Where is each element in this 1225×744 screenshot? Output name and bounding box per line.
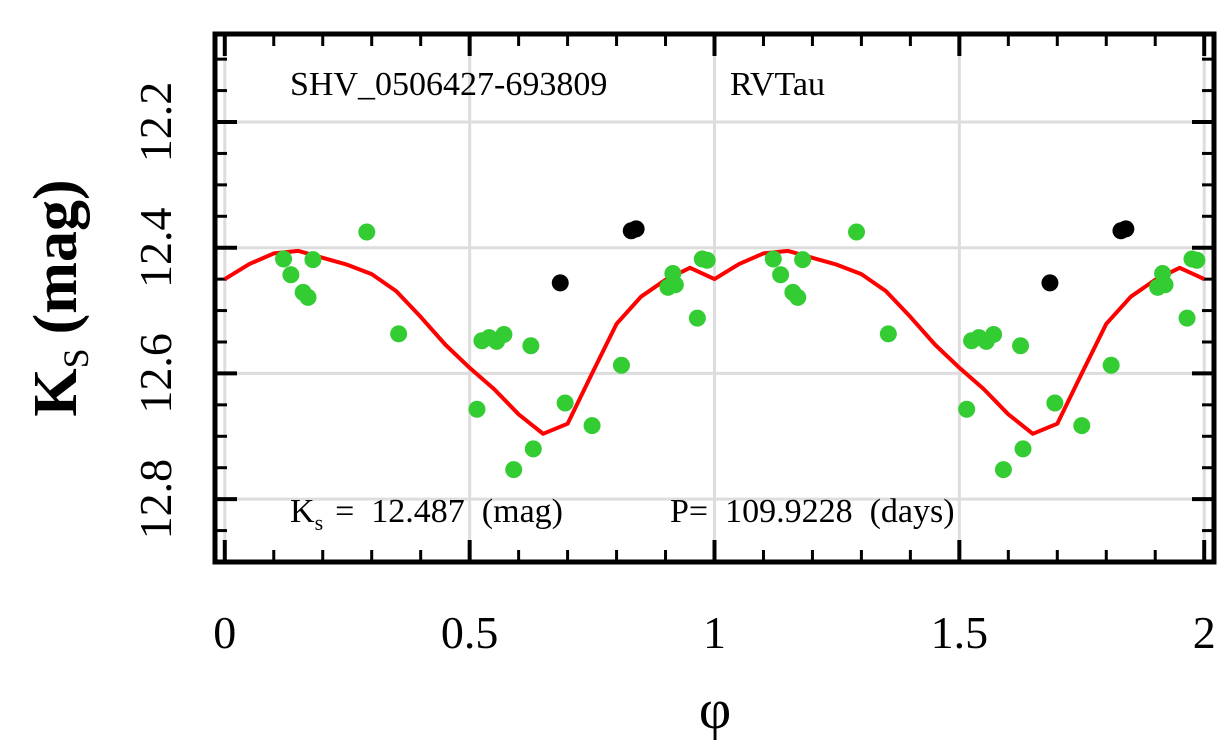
y-axis-symbol: K bbox=[22, 368, 90, 416]
data-point bbox=[275, 250, 293, 268]
excluded-point bbox=[1117, 220, 1135, 238]
data-point bbox=[1073, 417, 1091, 435]
data-point bbox=[299, 288, 317, 306]
data-point bbox=[698, 251, 716, 269]
data-point bbox=[583, 417, 601, 435]
data-point bbox=[958, 400, 976, 418]
data-point bbox=[789, 288, 807, 306]
mean-magnitude-annotation: Ks = 12.487 (mag) bbox=[290, 493, 563, 535]
data-point bbox=[994, 461, 1012, 479]
star-id-label: SHV_0506427-693809 bbox=[290, 66, 607, 103]
excluded-point bbox=[1041, 274, 1059, 292]
x-tick-labels: 0 0.5 1 1.5 2 bbox=[213, 607, 1215, 658]
data-point bbox=[764, 250, 782, 268]
data-point bbox=[524, 440, 542, 458]
ks-symbol: K bbox=[290, 493, 315, 530]
fit-curve-layer bbox=[223, 248, 1206, 436]
data-points-layer bbox=[275, 220, 1206, 479]
data-point bbox=[390, 325, 408, 343]
x-tick-label: 2 bbox=[1193, 607, 1216, 658]
period-annotation: P= 109.9228 (days) bbox=[670, 493, 955, 530]
x-tick-label: 0 bbox=[213, 607, 236, 658]
data-point bbox=[556, 394, 574, 412]
data-point bbox=[772, 266, 790, 284]
data-point bbox=[495, 325, 513, 343]
data-point bbox=[358, 223, 376, 241]
data-point bbox=[1102, 356, 1120, 374]
data-point bbox=[304, 251, 322, 269]
data-point bbox=[879, 325, 897, 343]
data-point bbox=[666, 276, 684, 294]
variable-type-label: RVTau bbox=[730, 66, 825, 103]
data-point bbox=[522, 337, 540, 355]
y-axis-title: KS (mag) bbox=[22, 179, 96, 416]
data-point bbox=[1188, 251, 1206, 269]
y-axis-unit: (mag) bbox=[22, 179, 90, 334]
excluded-point bbox=[627, 220, 645, 238]
ks-value: = 12.487 (mag) bbox=[335, 493, 563, 530]
data-point bbox=[688, 309, 706, 327]
y-tick-label: 12.4 bbox=[130, 207, 181, 288]
data-point bbox=[1046, 394, 1064, 412]
y-tick-label: 12.2 bbox=[130, 82, 181, 163]
x-tick-label: 0.5 bbox=[441, 607, 499, 658]
x-axis-title: φ bbox=[699, 679, 731, 741]
fit-curve bbox=[223, 248, 1206, 436]
ks-subscript: s bbox=[315, 510, 324, 535]
data-point bbox=[1156, 276, 1174, 294]
y-axis-subscript: S bbox=[56, 348, 96, 368]
plot-frame bbox=[212, 31, 1217, 565]
major-ticks bbox=[215, 34, 1214, 562]
data-point bbox=[1014, 440, 1032, 458]
data-point bbox=[985, 325, 1003, 343]
x-tick-label: 1.5 bbox=[931, 607, 989, 658]
y-tick-labels: 12.2 12.4 12.6 12.8 bbox=[130, 82, 181, 540]
data-point bbox=[794, 251, 812, 269]
grid bbox=[215, 34, 1214, 562]
y-tick-label: 12.6 bbox=[130, 333, 181, 414]
y-tick-label: 12.8 bbox=[130, 459, 181, 539]
x-tick-label: 1 bbox=[703, 607, 726, 658]
data-point bbox=[612, 356, 630, 374]
data-point bbox=[505, 461, 523, 479]
excluded-point bbox=[551, 274, 569, 292]
data-point bbox=[1178, 309, 1196, 327]
data-point bbox=[848, 223, 866, 241]
data-point bbox=[468, 400, 486, 418]
data-point bbox=[282, 266, 300, 284]
data-point bbox=[1012, 337, 1030, 355]
